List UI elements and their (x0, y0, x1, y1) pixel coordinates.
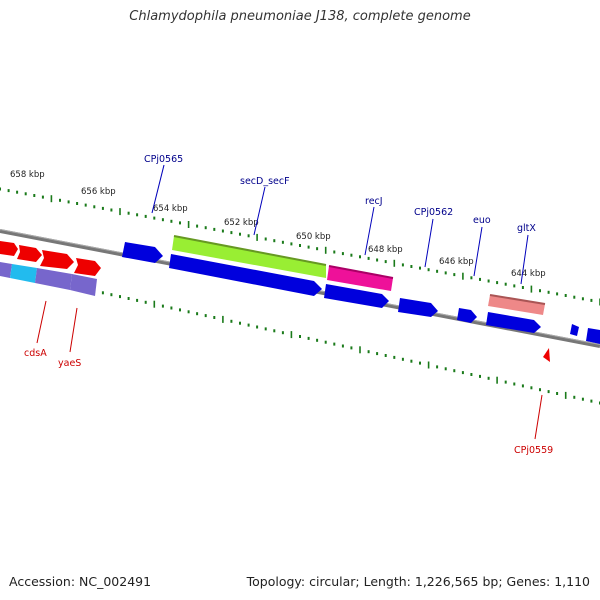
tick-label: 646 kbp (439, 257, 474, 267)
reverse-strand-features (0, 262, 550, 362)
gene-feature-blue[interactable] (324, 284, 389, 308)
gene-label[interactable]: CPj0562 (414, 207, 453, 218)
gene-feature-red[interactable] (0, 241, 18, 256)
gene-feature-blue[interactable] (398, 298, 438, 317)
tick-label: 650 kbp (296, 232, 331, 242)
forward-strand-features (0, 235, 600, 344)
gene-label[interactable]: CPj0565 (144, 154, 183, 165)
gene-label[interactable]: yaeS (58, 358, 81, 369)
accession-text: Accession: NC_002491 (9, 574, 152, 589)
tick-label: 656 kbp (81, 187, 116, 197)
gene-feature-cyan[interactable] (10, 264, 37, 283)
tick-label: 648 kbp (368, 245, 403, 255)
gene-feature-red[interactable] (17, 245, 42, 262)
gene-label[interactable]: euo (473, 215, 491, 226)
gene-label[interactable]: cdsA (24, 348, 47, 359)
gene-feature-blue[interactable] (457, 308, 477, 323)
reverse-gene-labels: cdsA yaeS CPj0559 (24, 300, 553, 456)
tick-label: 644 kbp (511, 269, 546, 279)
gene-label[interactable]: gltX (517, 223, 536, 234)
genome-stats-text: Topology: circular; Length: 1,226,565 bp… (246, 574, 590, 589)
gene-feature-blue[interactable] (586, 328, 600, 344)
gene-feature-red[interactable] (40, 250, 74, 269)
forward-gene-labels: CPj0565 secD_secF recJ CPj0562 euo gltX (144, 154, 536, 285)
gene-feature-blue[interactable] (122, 242, 163, 263)
gene-feature-yaeS[interactable] (70, 274, 97, 296)
gene-feature-cdsA[interactable] (35, 268, 72, 290)
gene-feature-purple[interactable] (0, 262, 12, 278)
outer-tick-ring (0, 187, 600, 306)
gene-feature-CPj0559[interactable] (543, 348, 550, 362)
gene-label[interactable]: CPj0559 (514, 445, 553, 456)
tick-label: 658 kbp (10, 170, 45, 180)
gene-label[interactable]: recJ (365, 196, 383, 207)
map-title: Chlamydophila pneumoniae J138, complete … (129, 9, 471, 24)
gene-feature-gltX[interactable] (488, 295, 545, 315)
gene-feature-secD-secF[interactable] (172, 236, 326, 278)
gene-feature-blue[interactable] (169, 254, 322, 296)
tick-label: 654 kbp (153, 204, 188, 214)
tick-labels: 658 kbp 656 kbp 654 kbp 652 kbp 650 kbp … (10, 170, 546, 279)
gene-feature-blue[interactable] (486, 312, 541, 333)
gene-feature-recJ[interactable] (327, 266, 393, 291)
tick-label: 652 kbp (224, 218, 259, 228)
gene-feature-red[interactable] (74, 258, 101, 276)
gene-label[interactable]: secD_secF (240, 176, 290, 187)
gene-feature-blue[interactable] (570, 324, 579, 336)
